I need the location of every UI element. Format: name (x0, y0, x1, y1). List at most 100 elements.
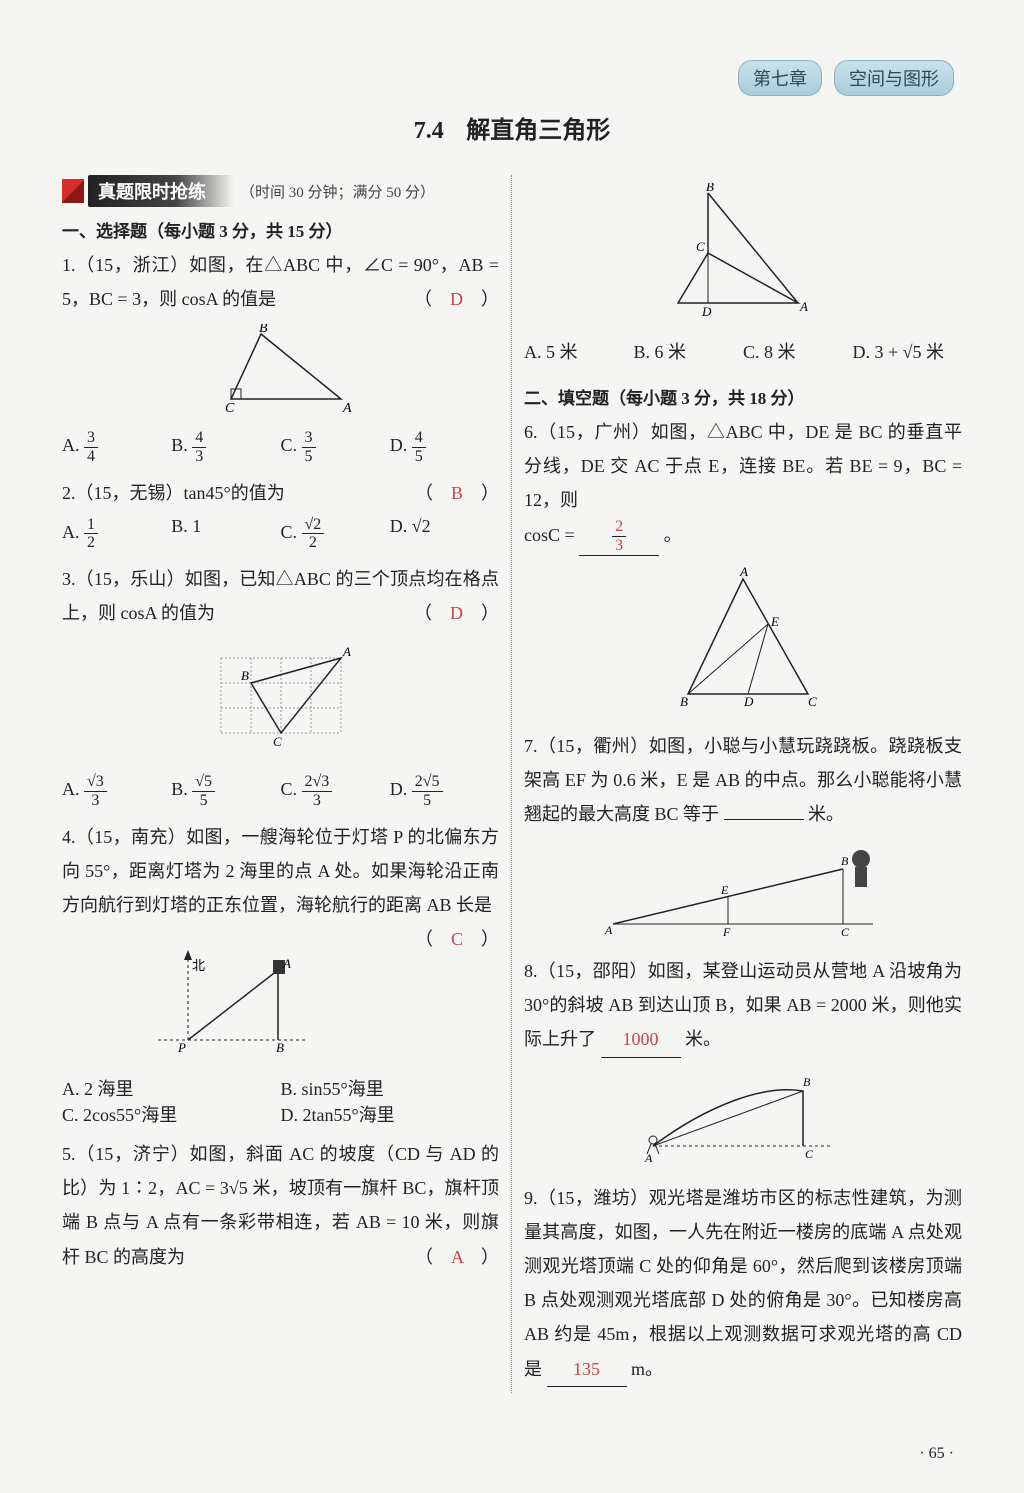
svg-text:B: B (841, 854, 849, 868)
svg-text:P: P (177, 1040, 186, 1055)
q4-options: A. 2 海里 B. sin55°海里 C. 2cos55°海里 D. 2tan… (62, 1075, 499, 1127)
svg-text:B: B (803, 1075, 811, 1089)
chapter-name: 空间与图形 (834, 60, 954, 96)
svg-text:B: B (680, 694, 688, 709)
q2-options: A. 12 B. 1 C. √22 D. √2 (62, 516, 499, 552)
svg-text:D: D (743, 694, 754, 709)
svg-text:C: C (273, 734, 282, 749)
q5-answer: A (451, 1247, 463, 1267)
q1-opt-a: A. 34 (62, 429, 171, 465)
svg-text:C: C (225, 401, 235, 414)
banner-icon (62, 179, 84, 203)
q6-label: cosC = (524, 525, 575, 545)
svg-text:北: 北 (192, 958, 205, 973)
q3-opt-a: A. √33 (62, 773, 171, 809)
question-2: 2.（15，无锡）tan45°的值为 （ B ） (62, 476, 499, 510)
svg-text:B: B (706, 183, 714, 194)
q5-opt-a: A. 5 米 (524, 338, 634, 364)
q5-opt-c: C. 8 米 (743, 338, 853, 364)
q7-answer (724, 819, 804, 820)
q7-figure: A E F B C (524, 839, 962, 944)
svg-text:E: E (720, 883, 729, 897)
q1-answer-slot: （ D ） (414, 282, 499, 316)
q9-unit: m。 (631, 1359, 663, 1379)
svg-text:C: C (808, 694, 817, 709)
svg-text:A: A (644, 1151, 653, 1165)
q8-text: 8.（15，邵阳）如图，某登山运动员从营地 A 沿坡角为 30°的斜坡 AB 到… (524, 961, 962, 1049)
svg-text:D: D (701, 304, 712, 319)
banner-label: 真题限时抢练 (88, 175, 234, 207)
svg-text:F: F (722, 925, 731, 939)
q5-answer-slot: （ A ） (415, 1240, 499, 1274)
svg-text:B: B (276, 1040, 284, 1055)
question-5: 5.（15，济宁）如图，斜面 AC 的坡度（CD 与 AD 的比）为 1∶2，A… (62, 1137, 499, 1274)
q4-answer-slot: （ C ） (415, 922, 499, 956)
left-column: 真题限时抢练 （时间 30 分钟；满分 50 分） 一、选择题（每小题 3 分，… (50, 175, 512, 1393)
q5-opt-d: D. 3 + √5 米 (853, 338, 963, 364)
q2-text: 2.（15，无锡）tan45°的值为 (62, 483, 285, 503)
q2-opt-b: B. 1 (171, 516, 280, 552)
svg-text:C: C (805, 1147, 814, 1161)
q6-answer: 23 (579, 518, 659, 556)
question-8: 8.（15，邵阳）如图，某登山运动员从营地 A 沿坡角为 30°的斜坡 AB 到… (524, 954, 962, 1058)
q9-text: 9.（15，潍坊）观光塔是潍坊市区的标志性建筑，为测量其高度，如图，一人先在附近… (524, 1188, 962, 1379)
section-name: 解直角三角形 (466, 118, 610, 144)
svg-text:E: E (770, 614, 779, 629)
svg-text:C: C (696, 239, 705, 254)
q1-options: A. 34 B. 43 C. 35 D. 45 (62, 429, 499, 465)
part2-heading: 二、填空题（每小题 3 分，共 18 分） (524, 384, 962, 409)
question-4: 4.（15，南充）如图，一艘海轮位于灯塔 P 的北偏东方向 55°，距离灯塔为 … (62, 820, 499, 923)
q4-answer: C (451, 929, 463, 949)
banner-note: （时间 30 分钟；满分 50 分） (240, 181, 435, 202)
q1-opt-c: C. 35 (281, 429, 390, 465)
q3-answer-slot: （ D ） (414, 596, 499, 630)
q1-answer: D (450, 289, 463, 309)
svg-text:A: A (739, 564, 748, 579)
q6-tail: 。 (664, 525, 682, 545)
svg-text:A: A (604, 923, 613, 937)
page-number: · 65 · (919, 1445, 954, 1463)
q3-opt-b: B. √55 (171, 773, 280, 809)
q6-text: 6.（15，广州）如图，△ABC 中，DE 是 BC 的垂直平分线，DE 交 A… (524, 422, 962, 510)
q4-opt-d: D. 2tan55°海里 (281, 1101, 500, 1127)
q3-options: A. √33 B. √55 C. 2√33 D. 2√55 (62, 773, 499, 809)
q8-figure: A B C (524, 1066, 962, 1171)
q4-opt-a: A. 2 海里 (62, 1075, 281, 1101)
q1-opt-b: B. 43 (171, 429, 280, 465)
svg-text:B: B (259, 324, 268, 336)
q6-figure: A E B D C (524, 564, 962, 719)
question-3: 3.（15，乐山）如图，已知△ABC 的三个顶点均在格点上，则 cosA 的值为… (62, 562, 499, 630)
q1-opt-d: D. 45 (390, 429, 499, 465)
right-column: B C D A A. 5 米 B. 6 米 C. 8 米 D. 3 + √5 米… (512, 175, 974, 1393)
question-6: 6.（15，广州）如图，△ABC 中，DE 是 BC 的垂直平分线，DE 交 A… (524, 415, 962, 556)
q4-opt-b: B. sin55°海里 (281, 1075, 500, 1101)
q3-opt-c: C. 2√33 (281, 773, 390, 809)
q8-unit: 米。 (685, 1029, 721, 1049)
svg-text:A: A (282, 956, 291, 971)
chapter-badge: 第七章 (738, 60, 822, 96)
q2-answer: B (451, 483, 463, 503)
q7-text: 7.（15，衢州）如图，小聪与小慧玩跷跷板。跷跷板支架高 EF 为 0.6 米，… (524, 736, 962, 824)
svg-text:A: A (799, 299, 808, 314)
q9-answer: 135 (547, 1352, 627, 1387)
q5-opt-b: B. 6 米 (634, 338, 744, 364)
q5-options: A. 5 米 B. 6 米 C. 8 米 D. 3 + √5 米 (524, 338, 962, 364)
practice-banner: 真题限时抢练 （时间 30 分钟；满分 50 分） (62, 175, 499, 207)
svg-text:A: A (342, 644, 351, 659)
question-7: 7.（15，衢州）如图，小聪与小慧玩跷跷板。跷跷板支架高 EF 为 0.6 米，… (524, 729, 962, 832)
svg-text:B: B (241, 668, 249, 683)
q3-answer: D (450, 603, 463, 623)
question-9: 9.（15，潍坊）观光塔是潍坊市区的标志性建筑，为测量其高度，如图，一人先在附近… (524, 1181, 962, 1387)
q4-opt-c: C. 2cos55°海里 (62, 1101, 281, 1127)
q7-unit: 米。 (808, 804, 844, 824)
q1-figure: B C A (62, 324, 499, 419)
svg-text:C: C (841, 925, 850, 939)
q5-figure: B C D A (524, 183, 962, 328)
chapter-header: 第七章 空间与图形 (738, 60, 954, 96)
q2-answer-slot: （ B ） (415, 476, 499, 510)
svg-text:A: A (342, 401, 352, 414)
q3-opt-d: D. 2√55 (390, 773, 499, 809)
q2-opt-d: D. √2 (390, 516, 499, 552)
question-1: 1.（15，浙江）如图，在△ABC 中，∠C = 90°，AB = 5，BC =… (62, 248, 499, 316)
part1-heading: 一、选择题（每小题 3 分，共 15 分） (62, 217, 499, 242)
